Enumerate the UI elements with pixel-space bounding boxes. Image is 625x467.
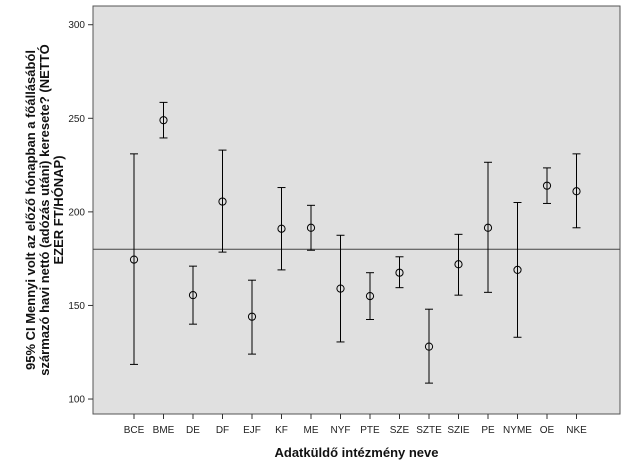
y-tick-label: 300	[68, 20, 85, 31]
x-tick-label-df: DF	[216, 425, 229, 436]
x-axis: BCE BME DE DF EJF KF ME NYF PTE SZE SZTE SZIE PE NYME…	[124, 414, 587, 436]
mean-point	[188, 291, 198, 300]
mean-point	[277, 224, 286, 233]
y-axis-label: 95% CI Mennyi volt az előző hónapban a f…	[23, 44, 66, 376]
error-bar-bme	[159, 101, 168, 139]
error-bar-nyme	[513, 202, 522, 338]
x-tick-label-bme: BME	[153, 425, 175, 436]
error-bar-kf	[277, 187, 286, 271]
x-tick-label-pte: PTE	[360, 425, 380, 436]
x-tick-label-nyf: NYF	[331, 425, 351, 436]
error-bar-de	[188, 265, 198, 325]
x-tick-label-szte: SZTE	[416, 425, 442, 436]
x-tick-label-nke: NKE	[566, 425, 587, 436]
x-tick-label-ejf: EJF	[243, 425, 261, 436]
mean-point	[365, 291, 375, 301]
y-tick-label: 200	[68, 207, 85, 218]
mean-point	[454, 260, 463, 269]
plot-area	[92, 5, 621, 415]
mean-point	[395, 268, 404, 277]
error-bar-sze	[395, 256, 404, 289]
error-bar-ejf	[247, 279, 257, 355]
error-bar-me	[306, 204, 316, 251]
mean-point	[218, 197, 227, 206]
y-tick-label: 100	[68, 395, 85, 406]
error-bar-nke	[572, 153, 581, 229]
x-tick-label-pe: PE	[481, 425, 495, 436]
error-bar-df	[218, 149, 227, 253]
error-bar-szte	[424, 308, 434, 384]
x-tick-label-nyme: NYME	[503, 425, 532, 436]
mean-point	[513, 265, 522, 274]
mean-point	[159, 116, 168, 125]
y-axis-label-line: EZER FT/HÓNAP)	[51, 155, 66, 264]
error-bar-oe	[542, 167, 552, 204]
mean-point	[424, 342, 434, 351]
x-tick-label-sze: SZE	[390, 425, 410, 436]
x-axis-label: Adatküldő intézmény neve	[275, 445, 439, 460]
x-tick-label-oe: OE	[540, 425, 555, 436]
error-bar-pe	[483, 161, 493, 293]
error-bars	[129, 101, 581, 384]
mean-point	[247, 312, 257, 321]
y-axis: 100 150 200 250 300	[68, 20, 93, 406]
error-bar-bce	[129, 153, 139, 365]
y-axis-label-line: 95% CI Mennyi volt az előző hónapban a f…	[23, 50, 38, 370]
mean-point	[542, 181, 552, 190]
x-tick-label-kf: KF	[275, 425, 288, 436]
x-tick-label-bce: BCE	[124, 425, 145, 436]
mean-point	[572, 187, 581, 196]
x-tick-label-szie: SZIE	[447, 425, 470, 436]
mean-point	[336, 284, 345, 293]
y-axis-label-line: származó havi nettó (adózás utáni) keres…	[37, 44, 52, 376]
x-tick-label-me: ME	[304, 425, 319, 436]
mean-point	[306, 223, 316, 232]
x-tick-label-de: DE	[186, 425, 200, 436]
y-tick-label: 150	[68, 301, 85, 312]
error-bar-nyf	[336, 234, 345, 343]
error-bar-pte	[365, 272, 375, 320]
error-bar-szie	[454, 233, 463, 296]
mean-point	[129, 255, 139, 264]
mean-point	[483, 223, 493, 232]
y-tick-label: 250	[68, 114, 85, 125]
